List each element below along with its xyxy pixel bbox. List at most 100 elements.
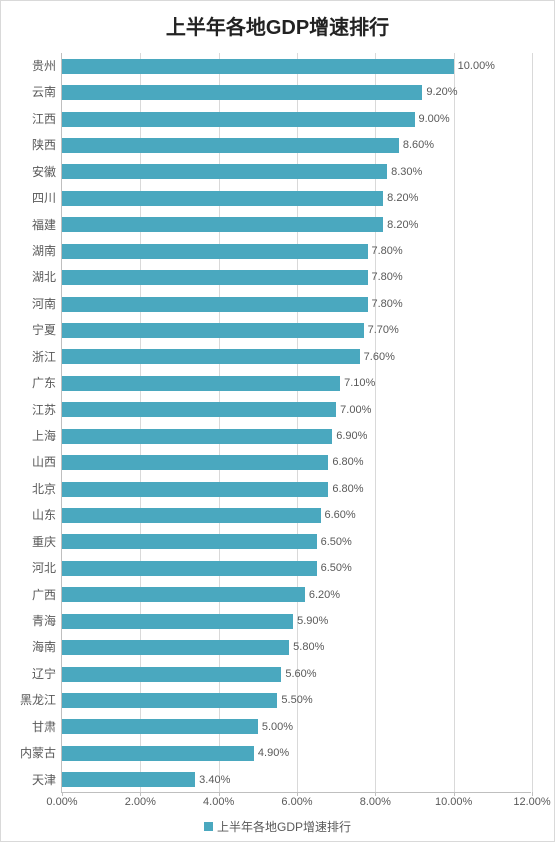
bar-row: 广东7.10% xyxy=(62,370,531,396)
value-label: 7.70% xyxy=(364,317,399,343)
value-label: 6.90% xyxy=(332,423,367,449)
bar xyxy=(62,323,364,338)
legend-label: 上半年各地GDP增速排行 xyxy=(217,820,351,834)
bar-row: 山东6.60% xyxy=(62,502,531,528)
category-label: 陕西 xyxy=(32,132,62,158)
chart-title: 上半年各地GDP增速排行 xyxy=(1,1,554,43)
bar-row: 甘肃5.00% xyxy=(62,714,531,740)
bar xyxy=(62,59,454,74)
category-label: 青海 xyxy=(32,608,62,634)
gdp-chart: 上半年各地GDP增速排行 0.00%2.00%4.00%6.00%8.00%10… xyxy=(0,0,555,842)
bar-row: 重庆6.50% xyxy=(62,529,531,555)
value-label: 6.80% xyxy=(328,449,363,475)
x-tick-label: 8.00% xyxy=(360,792,391,808)
bar xyxy=(62,693,277,708)
bar xyxy=(62,138,399,153)
bar-row: 宁夏7.70% xyxy=(62,317,531,343)
bar-row: 北京6.80% xyxy=(62,476,531,502)
bar xyxy=(62,164,387,179)
x-tick-label: 6.00% xyxy=(281,792,312,808)
category-label: 黑龙江 xyxy=(20,687,62,713)
value-label: 8.60% xyxy=(399,132,434,158)
value-label: 6.20% xyxy=(305,582,340,608)
bar xyxy=(62,85,422,100)
bar-row: 安徽8.30% xyxy=(62,159,531,185)
value-label: 6.60% xyxy=(321,502,356,528)
category-label: 江西 xyxy=(32,106,62,132)
x-tick-label: 0.00% xyxy=(46,792,77,808)
value-label: 9.00% xyxy=(415,106,450,132)
category-label: 上海 xyxy=(32,423,62,449)
value-label: 8.20% xyxy=(383,212,418,238)
value-label: 5.00% xyxy=(258,714,293,740)
bar xyxy=(62,402,336,417)
value-label: 4.90% xyxy=(254,740,289,766)
bar xyxy=(62,217,383,232)
bar xyxy=(62,667,281,682)
bar xyxy=(62,244,368,259)
bar-row: 四川8.20% xyxy=(62,185,531,211)
bar-row: 河南7.80% xyxy=(62,291,531,317)
category-label: 辽宁 xyxy=(32,661,62,687)
bar xyxy=(62,587,305,602)
plot-area: 0.00%2.00%4.00%6.00%8.00%10.00%12.00%贵州1… xyxy=(61,53,531,793)
bar-row: 内蒙古4.90% xyxy=(62,740,531,766)
legend: 上半年各地GDP增速排行 xyxy=(1,818,554,835)
bar-row: 青海5.90% xyxy=(62,608,531,634)
bar-row: 浙江7.60% xyxy=(62,344,531,370)
bar xyxy=(62,561,317,576)
category-label: 重庆 xyxy=(32,529,62,555)
category-label: 福建 xyxy=(32,212,62,238)
bar xyxy=(62,270,368,285)
bar xyxy=(62,297,368,312)
value-label: 5.50% xyxy=(277,687,312,713)
value-label: 8.20% xyxy=(383,185,418,211)
bar-row: 黑龙江5.50% xyxy=(62,687,531,713)
value-label: 7.80% xyxy=(368,291,403,317)
bar xyxy=(62,429,332,444)
bar-row: 天津3.40% xyxy=(62,767,531,793)
bar xyxy=(62,482,328,497)
category-label: 北京 xyxy=(32,476,62,502)
bar-row: 江西9.00% xyxy=(62,106,531,132)
bar-row: 河北6.50% xyxy=(62,555,531,581)
category-label: 广西 xyxy=(32,582,62,608)
category-label: 湖北 xyxy=(32,264,62,290)
category-label: 河北 xyxy=(32,555,62,581)
x-tick-label: 2.00% xyxy=(125,792,156,808)
value-label: 6.50% xyxy=(317,555,352,581)
bar-row: 广西6.20% xyxy=(62,582,531,608)
value-label: 9.20% xyxy=(422,79,457,105)
value-label: 10.00% xyxy=(454,53,495,79)
bar xyxy=(62,719,258,734)
category-label: 天津 xyxy=(32,767,62,793)
value-label: 6.80% xyxy=(328,476,363,502)
category-label: 浙江 xyxy=(32,344,62,370)
category-label: 安徽 xyxy=(32,159,62,185)
bar-row: 辽宁5.60% xyxy=(62,661,531,687)
bar xyxy=(62,614,293,629)
bar xyxy=(62,455,328,470)
value-label: 7.80% xyxy=(368,238,403,264)
category-label: 云南 xyxy=(32,79,62,105)
value-label: 8.30% xyxy=(387,159,422,185)
value-label: 7.10% xyxy=(340,370,375,396)
category-label: 山东 xyxy=(32,502,62,528)
x-gridline xyxy=(532,53,533,792)
legend-swatch xyxy=(204,822,213,831)
bar xyxy=(62,746,254,761)
category-label: 江苏 xyxy=(32,397,62,423)
category-label: 河南 xyxy=(32,291,62,317)
value-label: 7.80% xyxy=(368,264,403,290)
category-label: 内蒙古 xyxy=(20,740,62,766)
category-label: 山西 xyxy=(32,449,62,475)
bar xyxy=(62,534,317,549)
x-tick-label: 4.00% xyxy=(203,792,234,808)
bar-row: 山西6.80% xyxy=(62,449,531,475)
bar-row: 陕西8.60% xyxy=(62,132,531,158)
value-label: 7.60% xyxy=(360,344,395,370)
bar-row: 湖南7.80% xyxy=(62,238,531,264)
category-label: 甘肃 xyxy=(32,714,62,740)
category-label: 贵州 xyxy=(32,53,62,79)
bar-row: 上海6.90% xyxy=(62,423,531,449)
